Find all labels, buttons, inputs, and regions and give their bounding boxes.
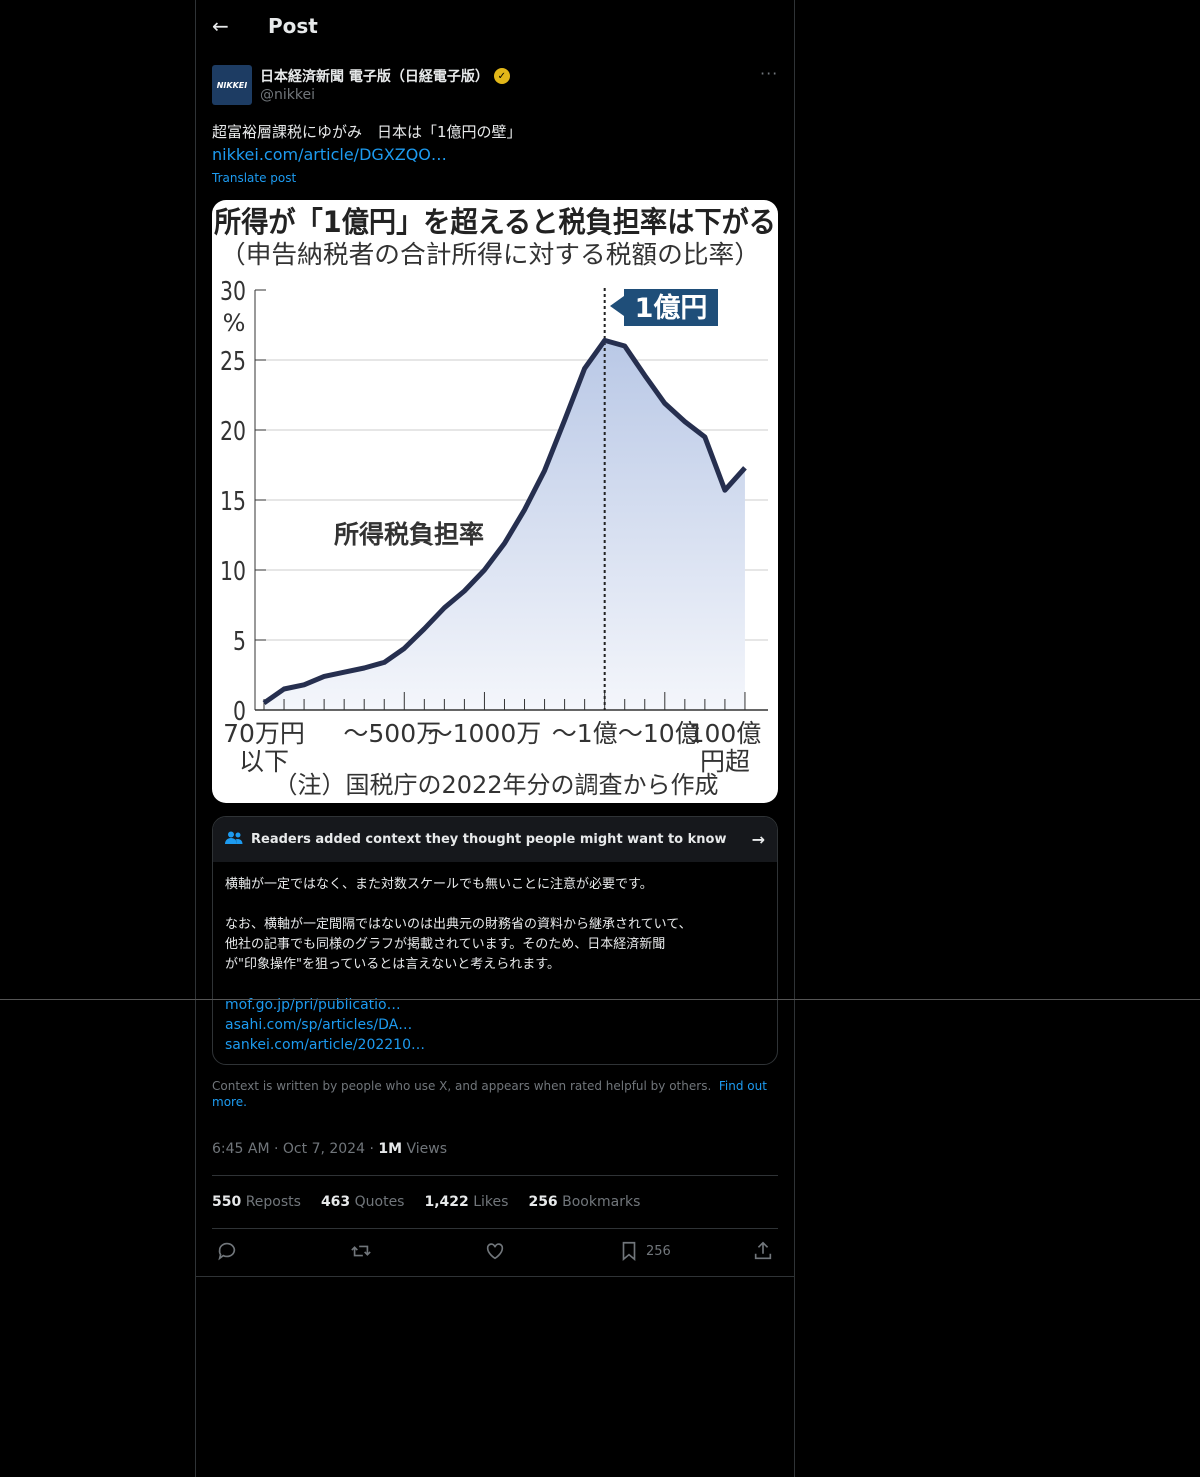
views-count: 1M: [378, 1141, 403, 1157]
back-button[interactable]: ←: [212, 14, 229, 38]
note-source-link[interactable]: asahi.com/sp/articles/DA…: [225, 1017, 413, 1033]
stat-likes[interactable]: 1,422 Likes: [424, 1194, 509, 1210]
avatar[interactable]: NIKKEI: [212, 65, 252, 105]
x-tick-label: ～10億: [618, 719, 700, 748]
stat-quotes[interactable]: 463 Quotes: [320, 1194, 405, 1210]
note-source-link[interactable]: mof.go.jp/pri/publicatio…: [225, 997, 401, 1013]
divider: [212, 1228, 778, 1229]
y-tick-label: 0: [233, 697, 246, 727]
bookmark-icon: [622, 1241, 636, 1262]
community-note-header[interactable]: Readers added context they thought peopl…: [213, 817, 777, 862]
date: Oct 7, 2024: [282, 1141, 365, 1157]
x-tick-label: 100億: [689, 719, 762, 748]
x-tick-label: 以下: [239, 747, 289, 776]
author-name[interactable]: 日本経済新聞 電子版（日経電子版） ✓: [260, 66, 510, 86]
more-options-icon[interactable]: ···: [760, 64, 779, 83]
bookmark-button[interactable]: 256: [618, 1240, 671, 1262]
y-tick-label: 20: [220, 417, 246, 447]
post-text: 超富裕層課税にゆがみ 日本は「1億円の壁」: [212, 123, 522, 141]
note-disclaimer-text: Context is written by people who use X, …: [212, 1079, 712, 1093]
y-tick-label: 5: [233, 627, 246, 657]
arrow-right-icon[interactable]: →: [751, 830, 765, 849]
people-icon: [225, 831, 243, 849]
stat-reposts[interactable]: 550 Reposts: [212, 1194, 301, 1210]
verified-badge-icon: ✓: [493, 68, 510, 84]
community-note-title: Readers added context they thought peopl…: [251, 832, 727, 847]
chart-title: 所得が「1億円」を超えると税負担率は下がる: [214, 205, 776, 239]
reply-button[interactable]: [216, 1240, 238, 1262]
area-fill: [264, 340, 745, 710]
community-note-body: 横軸が一定ではなく、また対数スケールでも無いことに注意が必要です。 なお、横軸が…: [225, 877, 692, 972]
like-button[interactable]: [484, 1240, 506, 1262]
share-button[interactable]: [752, 1240, 774, 1262]
divider: [0, 999, 1200, 1000]
note-source-link[interactable]: sankei.com/article/202210…: [225, 1037, 425, 1053]
chart-subtitle: （申告納税者の合計所得に対する税額の比率）: [220, 240, 760, 269]
x-tick-label: 円超: [700, 747, 750, 776]
note-disclaimer: Context is written by people who use X, …: [212, 1078, 778, 1110]
community-note: Readers added context they thought peopl…: [212, 816, 778, 1065]
main-column: [195, 0, 795, 1477]
repost-button[interactable]: [350, 1240, 372, 1262]
post-image-chart[interactable]: 所得が「1億円」を超えると税負担率は下がる （申告納税者の合計所得に対する税額の比…: [212, 200, 778, 803]
heart-icon: [486, 1243, 504, 1260]
divider: [196, 1276, 794, 1277]
arrow-left-icon: ←: [212, 14, 229, 38]
post-timestamp[interactable]: 6:45 AM · Oct 7, 2024 · 1M Views: [212, 1141, 448, 1157]
x-tick-label: ～1000万: [428, 719, 542, 748]
chart-svg: 所得が「1億円」を超えると税負担率は下がる（申告納税者の合計所得に対する税額の比…: [214, 205, 776, 799]
divider: [212, 1175, 778, 1176]
author-handle[interactable]: @nikkei: [260, 87, 315, 103]
y-tick-label: 30: [220, 277, 246, 307]
repost-icon: [351, 1245, 371, 1257]
author-name-text: 日本経済新聞 電子版（日経電子版）: [260, 69, 489, 85]
views-label: Views: [406, 1141, 448, 1157]
y-tick-label: 25: [220, 347, 246, 377]
reply-icon: [218, 1242, 236, 1261]
find-out-more-link[interactable]: Find out more.: [212, 1079, 767, 1109]
action-bar: 256: [212, 1240, 778, 1264]
x-tick-label: ～500万: [343, 719, 441, 748]
y-tick-label: 10: [220, 557, 246, 587]
page-title: Post: [268, 14, 318, 38]
translate-post-link[interactable]: Translate post: [212, 171, 297, 185]
post-link[interactable]: nikkei.com/article/DGXZQO…: [212, 145, 447, 164]
chart-note: （注）国税庁の2022年分の調査から作成: [273, 771, 718, 799]
stat-bookmarks[interactable]: 256 Bookmarks: [528, 1194, 641, 1210]
annotation-box: [610, 289, 718, 326]
time: 6:45 AM: [212, 1141, 270, 1157]
annotation-label: 1億円: [635, 293, 708, 324]
bookmark-count: 256: [646, 1243, 671, 1259]
series-label: 所得税負担率: [334, 520, 484, 549]
x-tick-label: 70万円: [223, 719, 305, 748]
y-axis-unit: %: [223, 309, 246, 337]
share-icon: [754, 1241, 772, 1260]
x-tick-label: ～1億: [552, 719, 618, 748]
y-tick-label: 15: [220, 487, 246, 517]
post-stats: 550 Reposts 463 Quotes 1,422 Likes 256 B…: [212, 1194, 640, 1210]
